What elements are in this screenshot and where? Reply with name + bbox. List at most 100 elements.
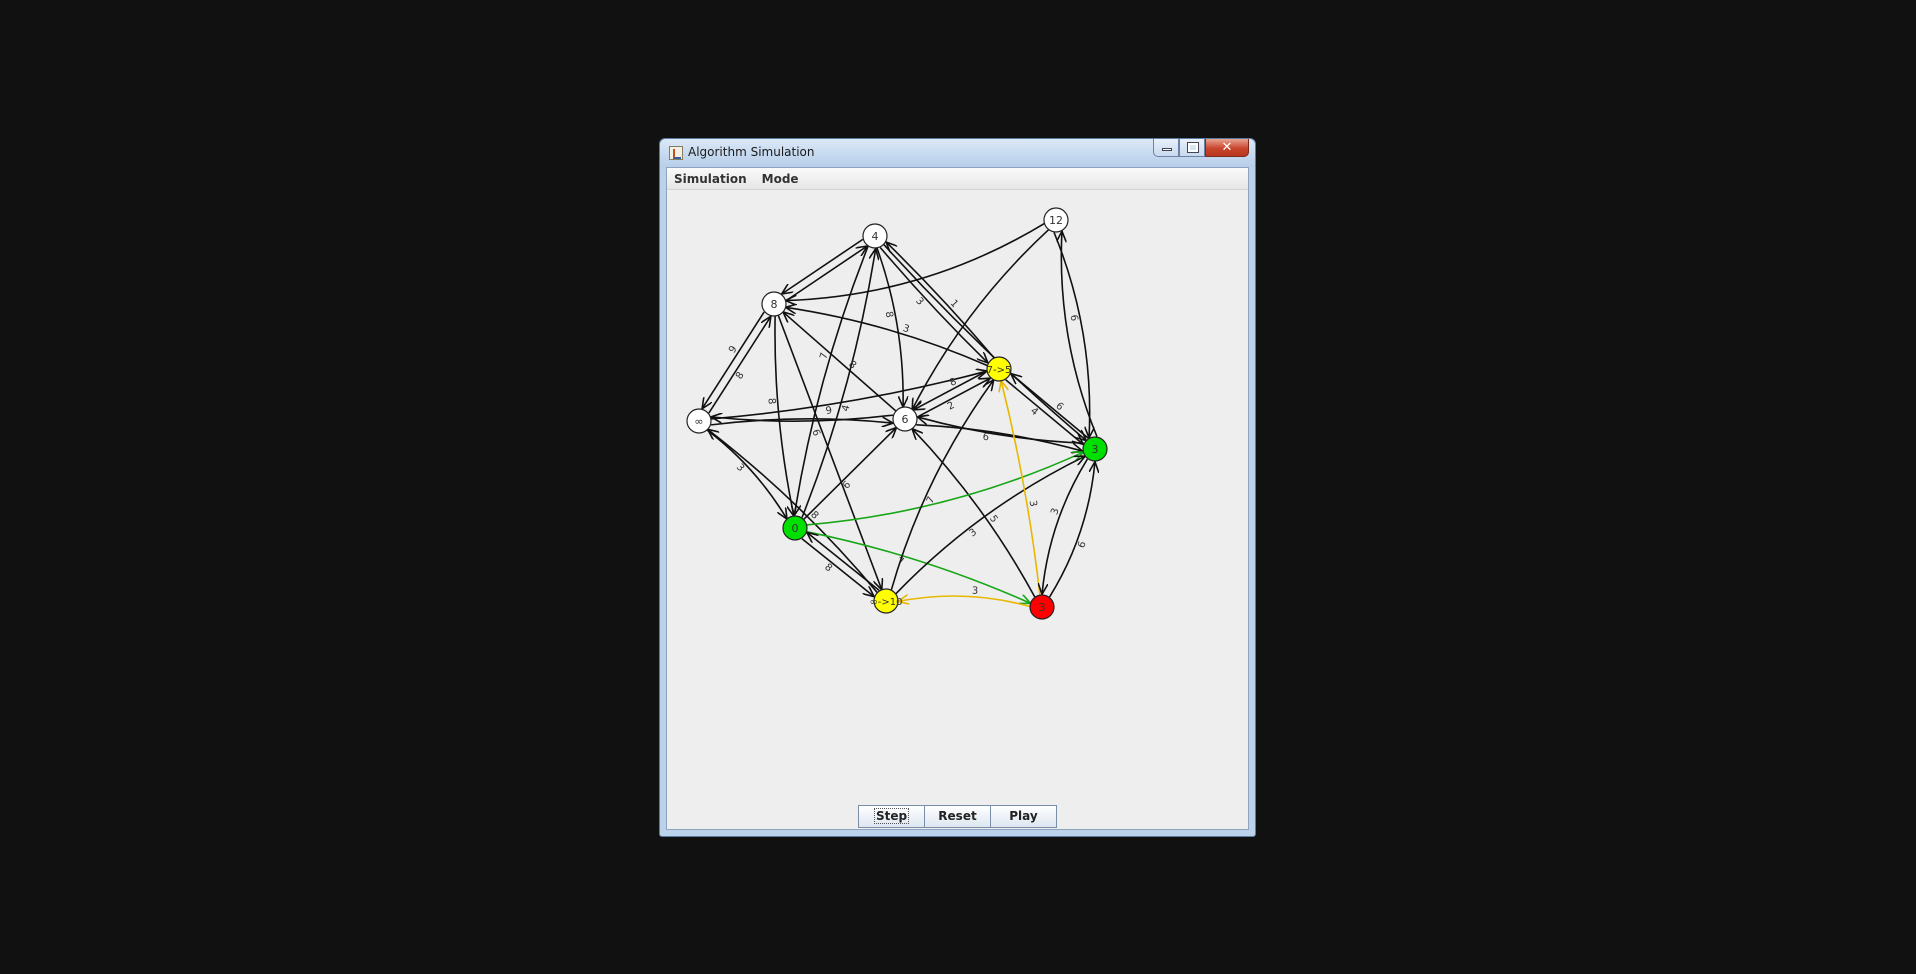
edge-n0-n4	[801, 249, 876, 518]
edge-weight-n75-n8: 3	[901, 323, 910, 335]
play-button[interactable]: Play	[990, 805, 1057, 828]
graph-node-label-n10: ∞->10	[869, 597, 902, 608]
control-buttons: Step Reset Play	[858, 805, 1057, 828]
graph-node-circle-n4	[862, 223, 888, 249]
graph-node-label-nr3: 3	[1039, 601, 1046, 614]
minimize-button[interactable]	[1153, 139, 1179, 157]
edge-weight-nr3-n6: 5	[987, 513, 1000, 525]
edge-n4-n8	[782, 238, 864, 294]
edge-n3-n75	[1011, 374, 1089, 439]
window-controls: ✕	[1153, 139, 1249, 158]
edge-n10-n0	[807, 532, 880, 591]
edge-n8-ninf	[702, 311, 765, 409]
edge-weight-nr3-n75: 3	[1027, 499, 1039, 507]
edge-n10-ninf	[708, 429, 878, 594]
edge-weight-n8-ninf: 9	[727, 344, 740, 355]
edge-weight-n10-n75: 7	[925, 495, 938, 506]
graph-node-n75[interactable]: 7->5	[986, 356, 1012, 382]
edge-weight-n12-n3: 6	[1068, 314, 1080, 322]
graph-node-n0[interactable]: 0	[782, 515, 808, 541]
window-title: Algorithm Simulation	[688, 145, 815, 159]
graph-node-circle-n10	[873, 588, 899, 614]
graph-node-circle-n3	[1082, 436, 1108, 462]
close-button[interactable]: ✕	[1205, 139, 1249, 157]
graph-node-label-n6: 6	[902, 413, 909, 426]
graph-node-n12[interactable]: 12	[1043, 207, 1069, 233]
edge-weight-n10-n3: 3	[967, 527, 979, 540]
edge-n75-n8	[786, 307, 988, 367]
edge-weight-n75-n3: 4	[1028, 406, 1040, 419]
graph-node-label-n4: 4	[872, 230, 879, 243]
edge-weight-n6-n3: 6	[982, 432, 990, 444]
edge-n0-n10	[801, 538, 874, 597]
edge-ninf-n8	[708, 316, 771, 414]
menu-simulation[interactable]: Simulation	[674, 172, 747, 186]
graph-node-n10[interactable]: ∞->10	[869, 588, 903, 614]
edge-n6-n75	[917, 378, 990, 418]
graph-node-circle-n8	[761, 291, 787, 317]
graph-node-n4[interactable]: 4	[862, 223, 888, 249]
edge-n4-n6	[876, 247, 903, 407]
edge-n6-n3	[916, 424, 1082, 451]
edge-nr3-n6	[912, 429, 1036, 598]
edge-weight-n4-n75: 3	[913, 296, 925, 308]
edge-weight-n8-n10: 6	[809, 428, 822, 438]
step-button-label: Step	[873, 808, 910, 824]
edge-weight-ninf-n75: 9	[825, 405, 833, 417]
graph-node-label-n12: 12	[1049, 214, 1063, 227]
edge-n10-n75	[890, 380, 993, 591]
edge-nr3-n75	[1001, 381, 1041, 596]
graph-node-n8[interactable]: 8	[761, 291, 787, 317]
edge-weight-ninf-n0: 3	[734, 462, 746, 474]
maximize-button[interactable]	[1179, 139, 1205, 157]
edge-weight-n75-n6: 8	[948, 376, 959, 389]
java-app-icon	[669, 146, 683, 160]
edge-ninf-n6	[710, 419, 893, 425]
edge-n75-n3	[1005, 379, 1084, 445]
edge-weight-n4-n6: 8	[883, 311, 895, 319]
menu-mode[interactable]: Mode	[761, 172, 799, 186]
node-layer: 4 12 8 7->5 ∞ 6 3 0 ∞->10 3	[686, 207, 1108, 620]
graph-node-nr3[interactable]: 3	[1029, 594, 1055, 620]
edge-weight-ninf-n8: 8	[734, 370, 747, 381]
edge-n12-n6	[912, 228, 1050, 410]
edge-weight-n3-nr3: 3	[1049, 507, 1061, 517]
graph-node-circle-ninf	[686, 408, 712, 434]
graph-node-label-ninf: ∞	[694, 415, 703, 428]
edge-weight-n3-n75: 6	[1053, 401, 1065, 414]
app-window: Algorithm Simulation ✕ Simulation Mode	[659, 138, 1256, 837]
edge-weight-n6-n75: 2	[946, 400, 957, 413]
graph-node-circle-n6	[892, 406, 918, 432]
edge-n0-n6	[802, 427, 897, 521]
graph-node-label-n3: 3	[1092, 443, 1099, 456]
graph-node-n3[interactable]: 3	[1082, 436, 1108, 462]
graph-node-label-n8: 8	[771, 298, 778, 311]
step-button[interactable]: Step	[858, 805, 925, 828]
edge-weight-nr3-n10: 3	[972, 586, 979, 597]
edge-ninf-n0	[706, 429, 787, 519]
graph-node-circle-n12	[1043, 207, 1069, 233]
edge-nr3-n10	[898, 596, 1031, 608]
graph-node-n6[interactable]: 6	[892, 406, 918, 432]
graph-node-ninf[interactable]: ∞	[686, 408, 712, 434]
edge-n10-n3	[895, 456, 1086, 595]
minimize-icon	[1162, 148, 1172, 151]
edge-nr3-n3	[1048, 462, 1095, 598]
menu-bar: Simulation Mode	[667, 168, 1248, 190]
edge-n3-n12	[1061, 231, 1098, 437]
title-bar[interactable]: Algorithm Simulation ✕	[660, 139, 1255, 167]
graph-node-circle-nr3	[1029, 594, 1055, 620]
edge-n4-n3	[883, 243, 1087, 440]
edge-n6-ninf	[711, 415, 894, 421]
reset-button[interactable]: Reset	[924, 805, 991, 828]
edge-n0-n3	[806, 452, 1084, 526]
edge-n8-n0	[774, 315, 794, 516]
edge-n3-nr3	[1042, 458, 1089, 594]
edge-weight-nr3-n3: 6	[1076, 540, 1088, 550]
edge-weight-n8-n0: 8	[765, 397, 777, 404]
graph-node-circle-n0	[782, 515, 808, 541]
edge-weight-n0-n10: 8	[822, 562, 834, 575]
